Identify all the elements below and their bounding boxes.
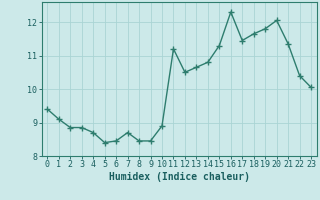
X-axis label: Humidex (Indice chaleur): Humidex (Indice chaleur) [109,172,250,182]
